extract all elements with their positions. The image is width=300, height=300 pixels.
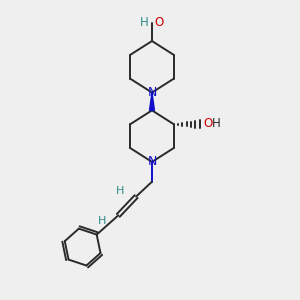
Text: O: O xyxy=(203,117,213,130)
Text: H: H xyxy=(212,117,220,130)
Polygon shape xyxy=(149,92,154,110)
Text: N: N xyxy=(147,86,157,99)
Text: H: H xyxy=(98,216,106,226)
Text: H: H xyxy=(140,16,149,29)
Text: N: N xyxy=(147,155,157,168)
Text: H: H xyxy=(116,186,124,196)
Text: O: O xyxy=(154,16,163,29)
